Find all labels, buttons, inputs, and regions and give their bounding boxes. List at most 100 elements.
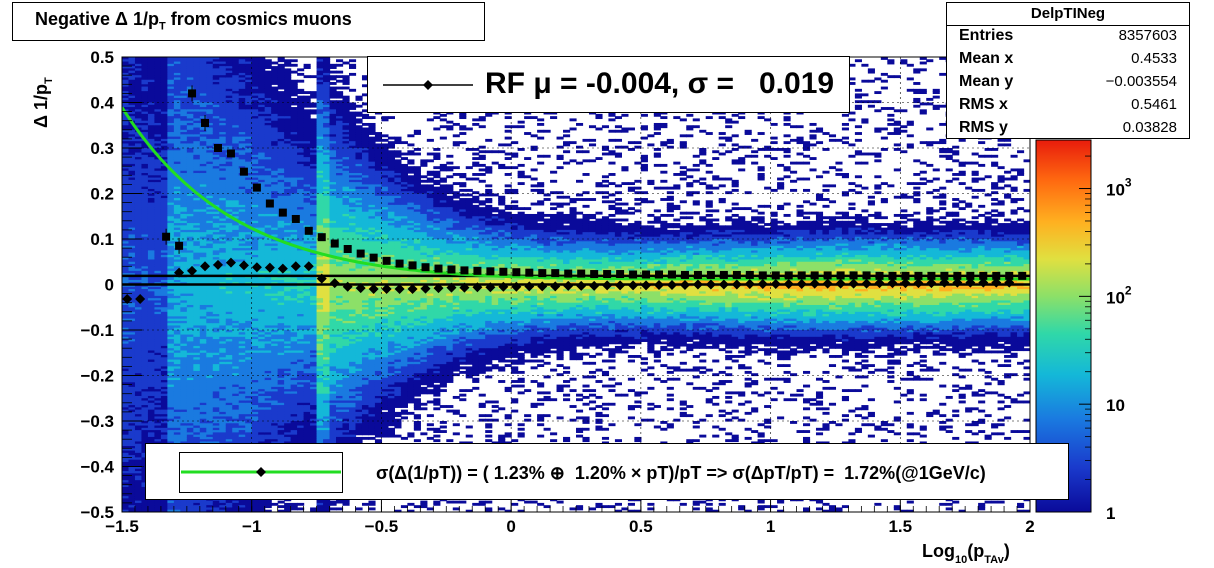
heatmap-cell <box>128 266 136 270</box>
heatmap-cell <box>160 193 168 197</box>
heatmap-cell <box>141 364 149 368</box>
heatmap-cell <box>141 432 149 436</box>
heatmap-cell <box>122 452 130 456</box>
heatmap-cell <box>141 377 149 381</box>
heatmap-cell <box>141 334 149 338</box>
heatmap-cell <box>147 241 156 245</box>
heatmap-cell <box>134 480 143 484</box>
heatmap-cell <box>167 284 175 288</box>
heatmap-cell <box>141 234 149 238</box>
heatmap-cell <box>141 116 149 120</box>
heatmap-cell <box>147 273 156 277</box>
heatmap-cell <box>141 393 149 397</box>
heatmap-cell <box>134 405 143 408</box>
heatmap-cell <box>134 359 143 363</box>
heatmap-cell <box>154 97 162 101</box>
heatmap-cell <box>128 482 136 486</box>
heatmap-cell <box>141 330 149 333</box>
heatmap-cell <box>147 330 156 333</box>
heatmap-cell <box>122 204 130 208</box>
heatmap-cell <box>122 223 130 226</box>
heatmap-cell <box>147 107 156 110</box>
heatmap-cell <box>147 400 156 404</box>
heatmap-cell <box>141 327 149 331</box>
heatmap-cell <box>128 232 136 236</box>
heatmap-cell <box>134 409 143 413</box>
heatmap-cell <box>154 293 162 297</box>
heatmap-cell <box>154 239 162 242</box>
heatmap-cell <box>154 195 162 199</box>
heatmap-cell <box>167 150 175 154</box>
heatmap-cell <box>173 364 181 368</box>
heatmap-cell <box>167 273 175 277</box>
heatmap-cell <box>167 227 175 231</box>
heatmap-cell <box>173 118 181 122</box>
heatmap-cell <box>160 261 168 265</box>
heatmap-cell <box>173 355 181 358</box>
heatmap-cell <box>134 459 143 463</box>
heatmap-cell <box>173 341 181 345</box>
heatmap-cell <box>173 320 181 324</box>
heatmap-cell <box>160 202 168 206</box>
heatmap-cell <box>134 348 143 352</box>
heatmap-cell <box>141 109 149 113</box>
heatmap-cell <box>141 163 149 167</box>
heatmap-cell <box>122 202 130 206</box>
heatmap-cell <box>147 441 156 445</box>
heatmap-cell <box>154 122 162 126</box>
heatmap-cell <box>122 245 130 249</box>
heatmap-cell <box>147 279 156 283</box>
heatmap-cell <box>160 427 168 431</box>
heatmap-cell <box>122 243 130 247</box>
heatmap-cell <box>160 204 168 208</box>
heatmap-cell <box>173 93 181 97</box>
heatmap-cell <box>147 72 156 76</box>
heatmap-cell <box>173 423 181 427</box>
heatmap-cell <box>134 93 143 97</box>
heatmap-cell <box>134 266 143 270</box>
heatmap-cell <box>167 195 175 199</box>
heatmap-cell <box>147 116 156 120</box>
heatmap-cell <box>122 82 130 85</box>
heatmap-cell <box>173 352 181 356</box>
heatmap-cell <box>154 227 162 231</box>
heatmap-cell <box>147 509 156 512</box>
heatmap-cell <box>134 236 143 240</box>
heatmap-cell <box>154 395 162 399</box>
heatmap-cell <box>134 136 143 140</box>
heatmap-cell <box>122 314 130 317</box>
heatmap-cell <box>167 223 175 226</box>
heatmap-cell <box>128 202 136 206</box>
heatmap-cell <box>128 457 136 461</box>
heatmap-cell <box>122 77 130 81</box>
heatmap-cell <box>167 232 175 236</box>
heatmap-cell <box>134 450 143 454</box>
heatmap-cell <box>141 86 149 90</box>
heatmap-cell <box>128 216 136 220</box>
heatmap-cell <box>173 254 181 258</box>
heatmap-cell <box>122 359 130 363</box>
heatmap-cell <box>128 407 136 411</box>
heatmap-cell <box>154 316 162 320</box>
heatmap-cell <box>134 95 143 99</box>
heatmap-cell <box>122 261 130 265</box>
heatmap-cell <box>167 186 175 190</box>
heatmap-cell <box>167 286 175 290</box>
heatmap-cell <box>147 129 156 133</box>
heatmap-cell <box>160 291 168 295</box>
heatmap-cell <box>134 166 143 170</box>
heatmap-cell <box>147 364 156 368</box>
heatmap-cell <box>154 298 162 302</box>
heatmap-cell <box>173 407 181 411</box>
heatmap-cell <box>154 207 162 211</box>
heatmap-cell <box>147 261 156 265</box>
heatmap-cell <box>134 122 143 126</box>
heatmap-cell <box>173 507 181 511</box>
heatmap-cell <box>147 236 156 240</box>
heatmap-cell <box>128 109 136 113</box>
heatmap-cell <box>167 330 175 333</box>
heatmap-cell <box>180 77 188 81</box>
heatmap-cell <box>147 223 156 226</box>
heatmap-cell <box>147 398 156 402</box>
heatmap-cell <box>154 421 162 424</box>
